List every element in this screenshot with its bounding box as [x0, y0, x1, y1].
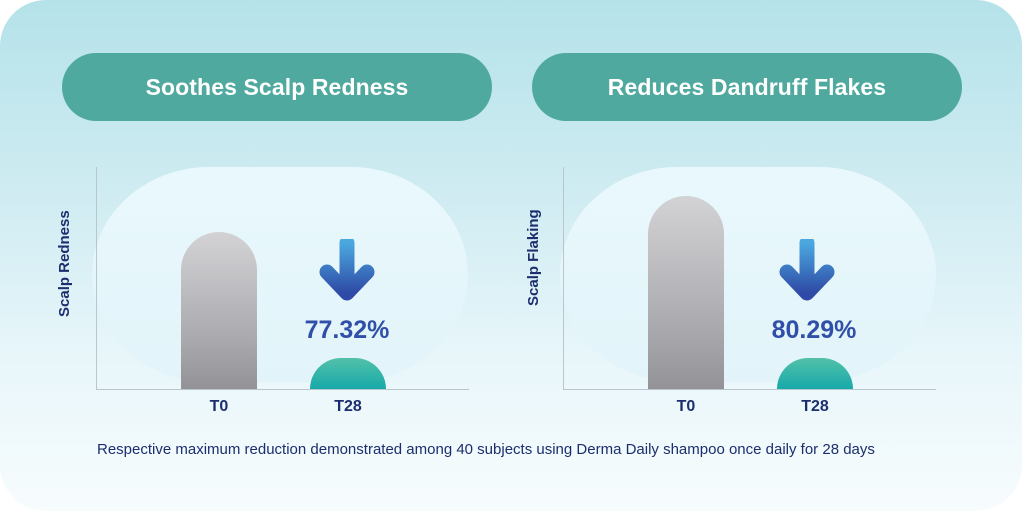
- x-tick-t28: T28: [801, 398, 829, 415]
- bar-t0: [648, 196, 724, 389]
- arrow-down-icon: [319, 239, 375, 301]
- bar-t28: [310, 358, 386, 389]
- x-tick-t0: T0: [209, 398, 229, 415]
- bar-t0: [181, 232, 257, 389]
- arrow-down-icon: [779, 239, 835, 301]
- x-axis: [563, 389, 936, 390]
- y-axis-label: Scalp Redness: [56, 210, 73, 317]
- reduction-percent: 77.32%: [304, 316, 390, 344]
- x-tick-t28: T28: [334, 398, 362, 415]
- reduction-percent: 80.29%: [771, 316, 857, 344]
- y-axis: [563, 167, 564, 389]
- panel-title-flakes: Reduces Dandruff Flakes: [532, 53, 962, 121]
- x-tick-t0: T0: [676, 398, 696, 415]
- chart-backdrop: [92, 167, 468, 382]
- footnote: Respective maximum reduction demonstrate…: [97, 441, 875, 458]
- x-axis: [96, 389, 469, 390]
- chart-backdrop: [560, 167, 936, 382]
- panel-title-redness: Soothes Scalp Redness: [62, 53, 492, 121]
- y-axis: [96, 167, 97, 389]
- y-axis-label: Scalp Flaking: [525, 209, 542, 306]
- bar-t28: [777, 358, 853, 389]
